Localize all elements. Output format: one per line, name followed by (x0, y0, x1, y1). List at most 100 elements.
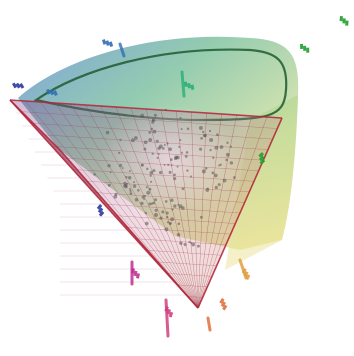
outlier-mark (220, 301, 226, 308)
data-point (141, 164, 144, 167)
mesh-line (51, 145, 264, 161)
data-point (159, 144, 163, 149)
gamut-mesh-face-top (10, 100, 282, 308)
data-point (206, 187, 209, 190)
data-point (140, 201, 144, 206)
data-point (107, 164, 111, 168)
data-point (125, 176, 128, 179)
data-point (176, 232, 181, 237)
data-point (153, 198, 158, 202)
outlier-mark (258, 151, 265, 158)
mesh-line (30, 122, 273, 140)
data-point (180, 151, 183, 154)
data-point (191, 242, 196, 247)
mesh-line (187, 296, 203, 298)
data-point (198, 125, 203, 130)
outlier-point (45, 88, 58, 96)
data-point (155, 139, 159, 143)
data-point (145, 186, 148, 189)
data-point (179, 116, 182, 120)
mesh-line (20, 111, 278, 129)
data-point (141, 195, 145, 199)
outlier-mark (345, 20, 349, 26)
data-point (121, 167, 124, 169)
outlier-mark (306, 47, 310, 53)
data-point (151, 152, 154, 155)
data-point (186, 127, 190, 130)
outlier-mark (184, 81, 188, 87)
mesh-line (40, 101, 199, 309)
data-point (133, 181, 135, 184)
data-point (136, 188, 140, 192)
outlier-mark (45, 88, 51, 95)
outlier-streak (180, 70, 186, 98)
data-point (134, 136, 138, 140)
mesh-line (177, 284, 208, 288)
data-point (219, 163, 222, 166)
outlier-mark (98, 210, 105, 217)
data-point (152, 169, 156, 173)
data-point (159, 216, 163, 220)
mesh-line (130, 107, 199, 309)
outlier-mark (187, 83, 192, 89)
outlier-mark (300, 43, 304, 49)
data-point (209, 148, 212, 152)
mesh-line (55, 102, 199, 309)
data-point (177, 222, 181, 226)
data-point (146, 167, 149, 171)
data-point (209, 138, 214, 142)
data-point (181, 206, 185, 210)
data-point (151, 120, 155, 124)
outlier-mark (259, 159, 266, 165)
mesh-line (62, 157, 259, 172)
outlier-mark (15, 82, 21, 89)
outlier-mark (102, 39, 107, 45)
data-point (150, 180, 153, 183)
mesh-line (115, 106, 199, 309)
data-point (149, 174, 152, 177)
outlier-mark (97, 207, 104, 214)
mesh-line (145, 249, 222, 256)
data-point (148, 138, 153, 142)
data-point (183, 243, 187, 247)
outlier-point (12, 82, 25, 89)
data-point (148, 130, 152, 134)
data-point (156, 156, 159, 159)
data-point (129, 189, 132, 193)
mesh-line (114, 215, 236, 224)
outlier-point (300, 43, 310, 53)
data-point (143, 197, 146, 200)
data-point (165, 211, 169, 215)
data-point (144, 211, 148, 215)
mesh-line (156, 261, 217, 267)
data-point (107, 183, 111, 187)
data-point (211, 171, 215, 175)
outlier-mark (339, 16, 343, 22)
data-point (93, 173, 96, 176)
data-point (119, 138, 122, 142)
data-point (166, 221, 170, 224)
data-point (157, 153, 160, 155)
data-point (208, 129, 212, 133)
data-point (226, 141, 229, 144)
mesh-line (197, 115, 253, 309)
data-point (212, 156, 215, 159)
outlier-mark (96, 204, 103, 210)
data-point (179, 241, 183, 245)
data-point (229, 161, 234, 165)
data-point (226, 152, 230, 157)
data-point (148, 187, 152, 191)
data-point (178, 145, 181, 149)
data-point (168, 147, 172, 151)
mesh-line (124, 226, 231, 235)
data-point (143, 140, 148, 145)
data-point (105, 130, 110, 135)
data-point (225, 158, 228, 162)
mesh-line (197, 112, 207, 309)
data-point (213, 173, 218, 178)
data-point (179, 138, 182, 142)
data-point (222, 178, 227, 183)
gamut-side-surface (225, 95, 298, 270)
data-point (154, 208, 158, 212)
